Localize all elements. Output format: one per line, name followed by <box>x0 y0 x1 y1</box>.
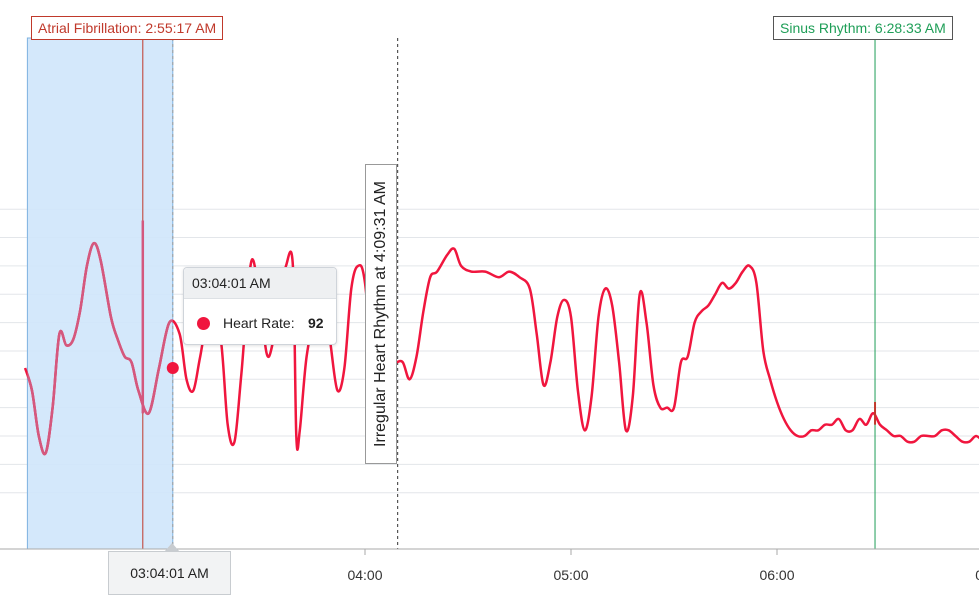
heart-rate-tooltip: 03:04:01 AM Heart Rate: 92 <box>183 267 337 345</box>
x-tick-label: 05:00 <box>553 567 588 583</box>
atrial-fibrillation-flag[interactable]: Atrial Fibrillation: 2:55:17 AM <box>31 16 224 40</box>
crosshair-label-pointer <box>164 543 180 552</box>
crosshair-point <box>166 361 179 374</box>
series-dot-icon <box>197 317 210 330</box>
crosshair-time-label: 03:04:01 AM <box>108 551 231 595</box>
x-tick-label: 04:00 <box>347 567 382 583</box>
tooltip-body: Heart Rate: 92 <box>184 299 336 343</box>
irregular-heart-rhythm-text: Irregular Heart Rhythm at 4:09:31 AM <box>372 181 389 447</box>
heart-rate-line <box>23 241 979 456</box>
tooltip-series-label: Heart Rate: <box>223 315 295 331</box>
tooltip-title: 03:04:01 AM <box>184 268 336 299</box>
sinus-rhythm-flag[interactable]: Sinus Rhythm: 6:28:33 AM <box>773 16 953 40</box>
selection-band <box>26 37 174 550</box>
x-tick-label: 06:00 <box>759 567 794 583</box>
irregular-heart-rhythm-label[interactable]: Irregular Heart Rhythm at 4:09:31 AM <box>365 164 397 464</box>
x-tick-label: 07 <box>975 567 979 583</box>
tooltip-value: 92 <box>308 315 324 331</box>
